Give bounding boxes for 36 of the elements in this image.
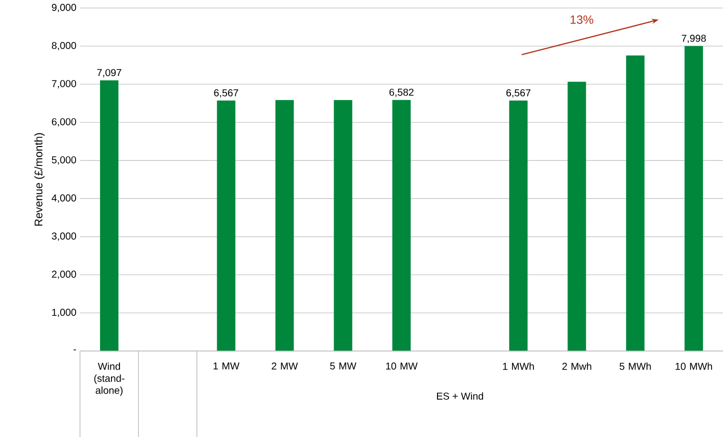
bar [334, 100, 352, 352]
y-tick-label: 4,000 [52, 194, 76, 203]
x-tick-label: Wind (stand-alone) [94, 362, 124, 396]
bar [684, 46, 703, 352]
data-label: 6,567 [506, 89, 530, 98]
y-tick-label: 2,000 [52, 270, 76, 279]
bar [100, 80, 118, 352]
y-tick-label: 7,000 [52, 80, 76, 88]
bar [216, 100, 236, 352]
data-label: 7,998 [682, 34, 706, 43]
y-tick-label: 3,000 [52, 232, 76, 241]
bar [626, 55, 645, 352]
y-tick-label: 8,000 [52, 42, 76, 50]
y-tick-label: 1,000 [52, 308, 76, 318]
x-tick-label: 5 MWh [620, 362, 651, 370]
y-tick-label: 6,000 [52, 118, 76, 126]
x-tick-label: 2 Mwh [562, 362, 592, 370]
x-tick-label: 1 MW [214, 362, 240, 370]
x-tick-label: 5 MW [330, 362, 356, 370]
bar [568, 82, 586, 352]
bar [509, 100, 528, 352]
data-label: 6,582 [389, 88, 414, 97]
x-tick-label: 10 MW [386, 362, 418, 370]
bar [392, 100, 411, 352]
y-tick-label: 5,000 [52, 156, 76, 165]
x-tick-label: 1 MWh [503, 362, 534, 370]
annotation: 13% [570, 15, 594, 24]
bar [275, 100, 294, 352]
text: ES + Wind [437, 392, 484, 400]
x-tick-label: 2 MW [272, 362, 298, 370]
y-tick-label: - [74, 349, 76, 350]
data-label: 7,097 [97, 69, 122, 78]
y-axis-title: Revenue (£/month) [34, 133, 45, 226]
y-tick-label: 9,000 [52, 4, 76, 12]
data-label: 6,567 [214, 89, 238, 98]
x-tick-label: 10 MWh [676, 362, 712, 370]
